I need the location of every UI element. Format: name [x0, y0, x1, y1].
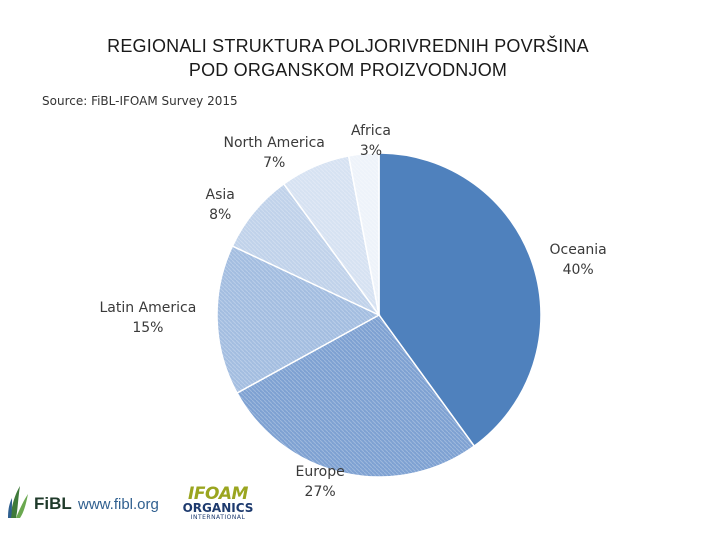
slice-label-percent: 3% — [359, 143, 383, 159]
slice-label-asia: Asia 8% — [206, 185, 235, 225]
slice-label-percent: 27% — [304, 484, 336, 500]
chart-title: REGIONALI STRUKTURA POLJORIVREDNIH POVRŠ… — [0, 34, 696, 82]
fibl-leaf-icon — [8, 486, 28, 518]
fibl-url-link[interactable]: www.fibl.org — [78, 496, 159, 513]
slice-label-latin-america: Latin America 15% — [100, 298, 197, 338]
title-line-1: REGIONALI STRUKTURA POLJORIVREDNIH POVRŠ… — [107, 36, 589, 56]
pie-slice-oceania — [378, 152, 542, 448]
pie-slice-texture-north-america — [283, 155, 379, 315]
slice-label-percent: 7% — [263, 155, 286, 171]
slice-label-percent: 8% — [209, 207, 232, 223]
slice-label-name: Europe — [295, 464, 345, 480]
pie-slice-texture-africa — [348, 153, 379, 315]
slice-label-oceania: Oceania 40% — [550, 240, 607, 280]
pie-slice-texture-asia — [232, 183, 379, 315]
fibl-logo[interactable]: FiBL www.fibl.org — [6, 484, 166, 520]
slice-label-percent: 15% — [132, 320, 164, 336]
slice-label-name: Africa — [351, 123, 391, 139]
slice-label-name: Oceania — [549, 242, 607, 258]
title-line-2: POD ORGANSKOM PROIZVODNJOM — [188, 60, 508, 80]
fibl-logo-text: FiBL — [34, 494, 72, 513]
pie-slice-texture-latin-america — [217, 246, 379, 394]
slice-label-africa: Africa 3% — [351, 121, 391, 161]
ifoam-logo-bottom: INTERNATIONAL — [190, 514, 246, 521]
source-note: Source: FiBL-IFOAM Survey 2015 — [42, 94, 238, 108]
ifoam-logo-top: IFOAM — [188, 484, 248, 504]
ifoam-logo-mid: ORGANICS — [182, 501, 254, 515]
pie-slice-texture-europe — [237, 315, 475, 477]
slice-label-name: Asia — [205, 187, 235, 203]
slice-label-percent: 40% — [562, 262, 594, 278]
slice-label-name: Latin America — [99, 300, 197, 316]
slice-label-north-america: North America 7% — [224, 133, 325, 173]
ifoam-logo: IFOAM ORGANICS INTERNATIONAL — [180, 484, 256, 524]
slice-label-name: North America — [223, 135, 325, 151]
slice-label-europe: Europe 27% — [296, 462, 345, 502]
